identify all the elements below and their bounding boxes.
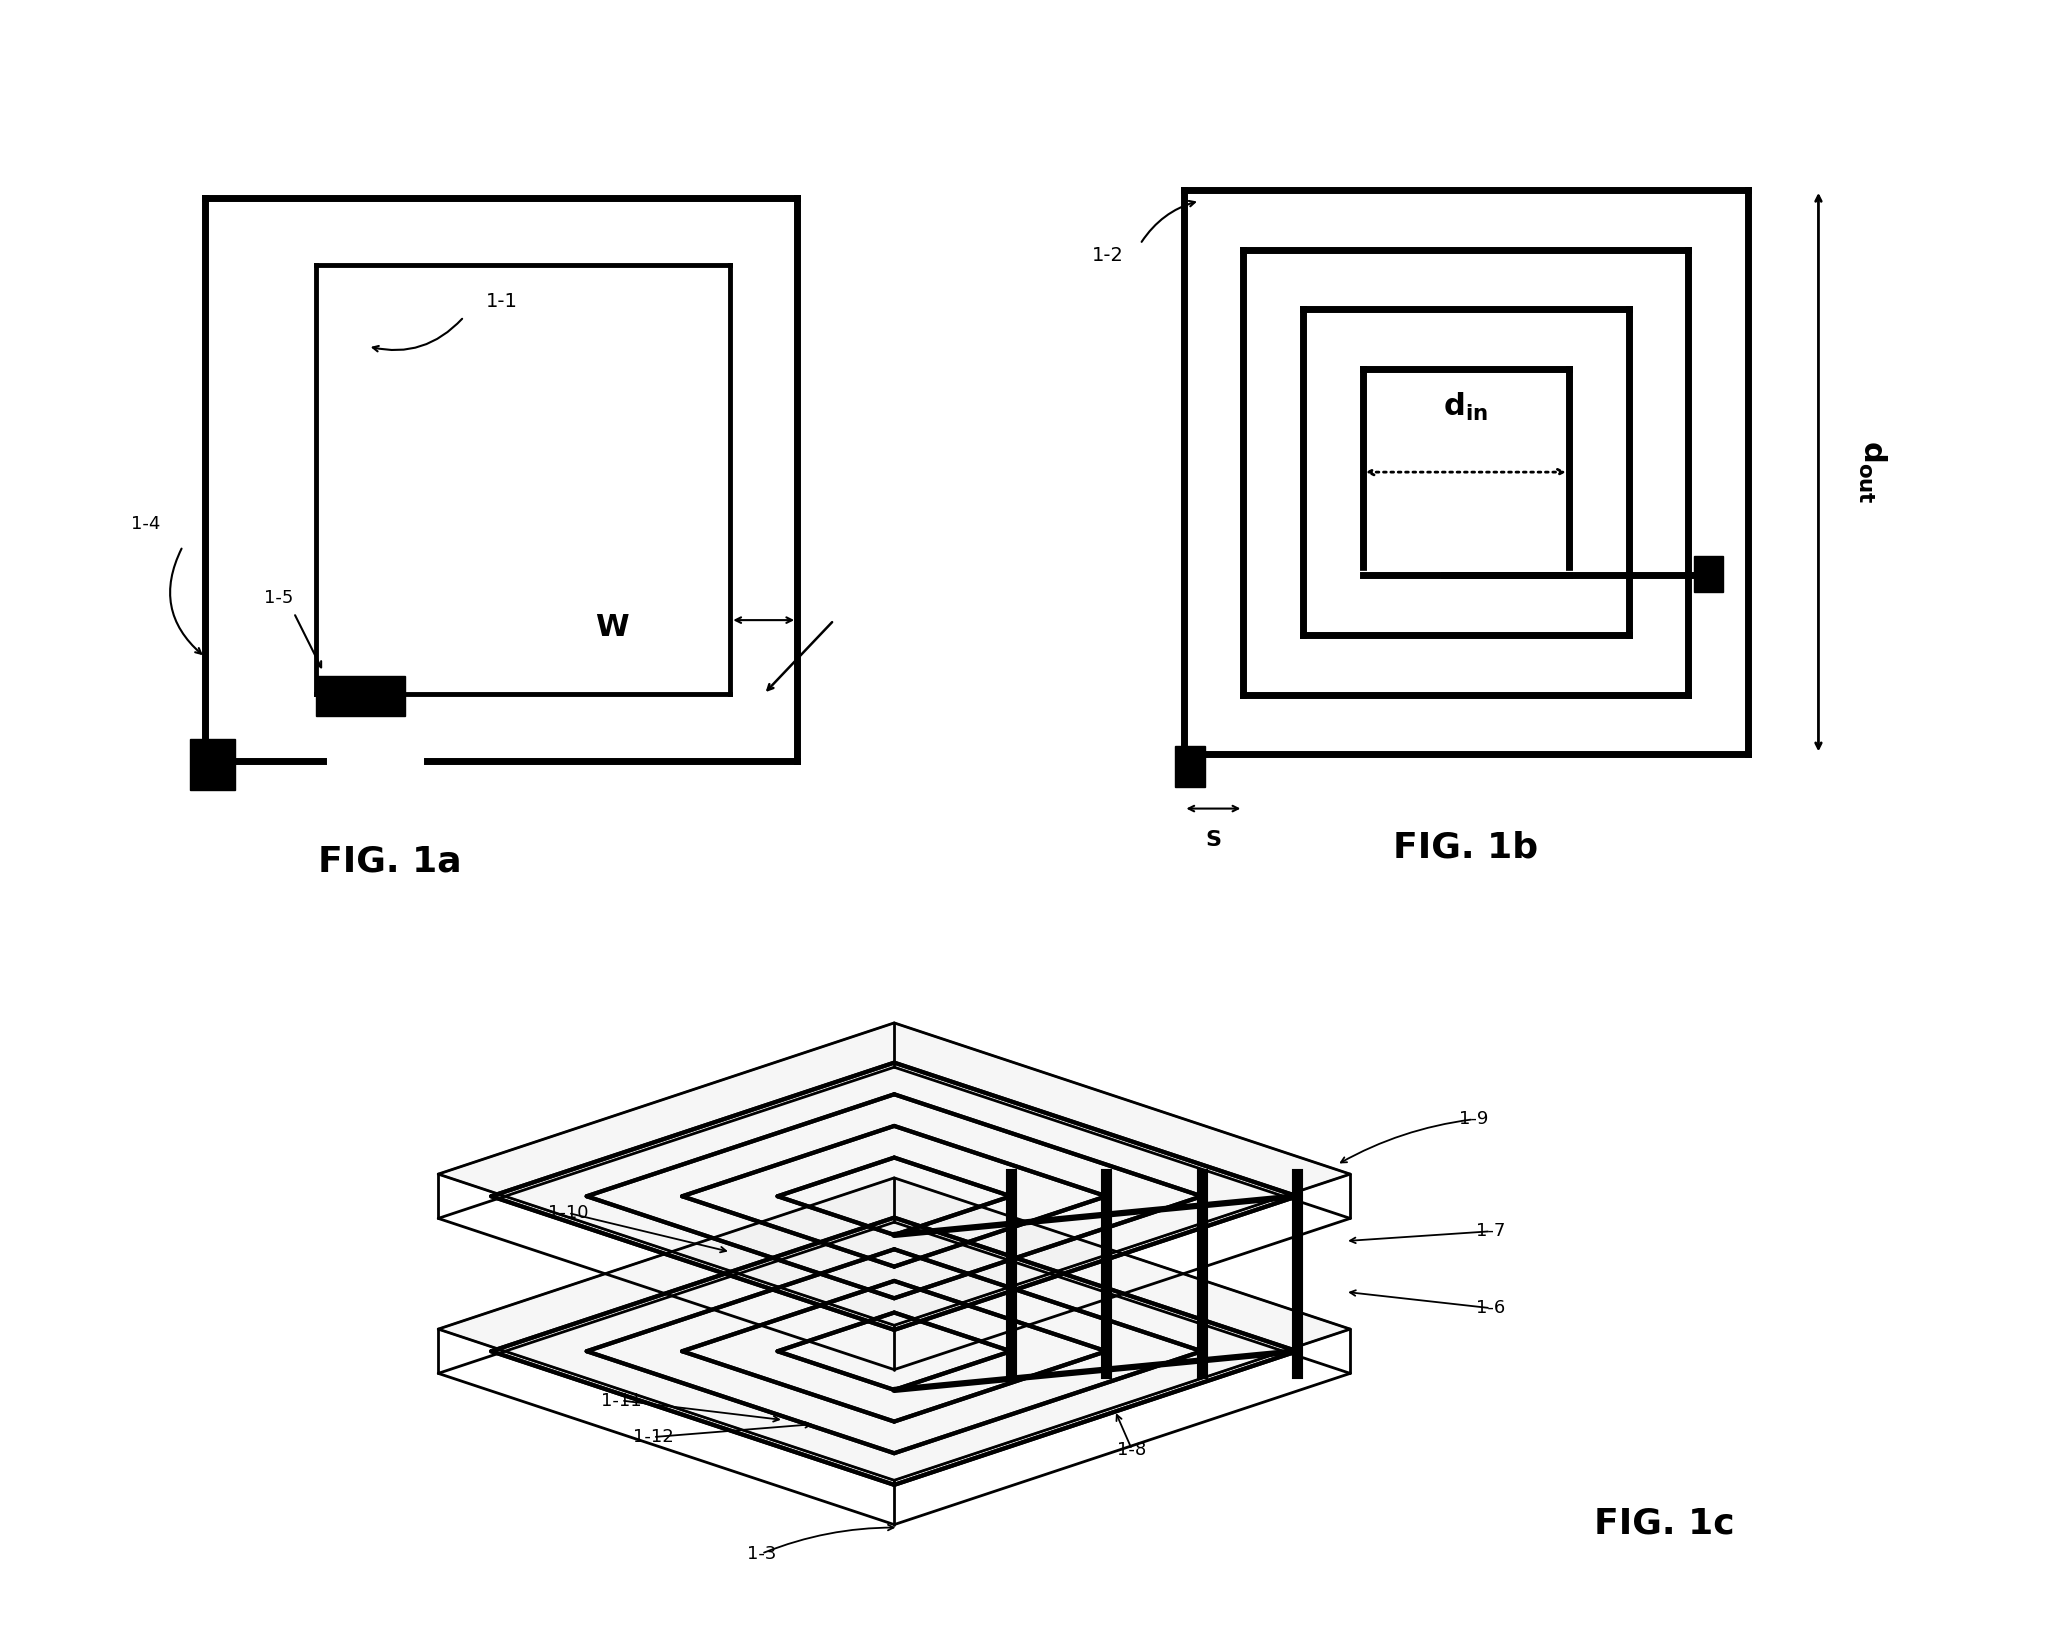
Bar: [317, 676, 405, 716]
Text: FIG. 1a: FIG. 1a: [319, 845, 462, 879]
Text: 1-4: 1-4: [131, 514, 160, 532]
Text: 1-1: 1-1: [487, 293, 517, 311]
Polygon shape: [438, 1179, 1350, 1480]
Text: 1-6: 1-6: [1476, 1299, 1505, 1317]
Text: 1-5: 1-5: [264, 589, 294, 607]
Text: FIG. 1c: FIG. 1c: [1593, 1506, 1734, 1540]
Text: 1-9: 1-9: [1458, 1110, 1489, 1128]
Text: 1-11: 1-11: [601, 1392, 642, 1410]
Text: 1-12: 1-12: [632, 1428, 673, 1446]
Bar: [190, 739, 235, 790]
Text: S: S: [1205, 830, 1221, 850]
Text: 1-10: 1-10: [548, 1205, 589, 1223]
Text: d$_{\mathregular{in}}$: d$_{\mathregular{in}}$: [1444, 391, 1489, 423]
Text: FIG. 1b: FIG. 1b: [1393, 830, 1538, 864]
Text: 1-2: 1-2: [1092, 246, 1125, 265]
Polygon shape: [438, 1022, 1350, 1325]
Bar: [1693, 557, 1724, 591]
Text: 1-8: 1-8: [1117, 1441, 1147, 1459]
Text: 1-3: 1-3: [746, 1545, 777, 1563]
Bar: [1176, 746, 1205, 786]
Text: W: W: [595, 614, 628, 641]
Text: d$_{\mathregular{out}}$: d$_{\mathregular{out}}$: [1857, 440, 1888, 505]
Text: 1-7: 1-7: [1476, 1223, 1505, 1241]
